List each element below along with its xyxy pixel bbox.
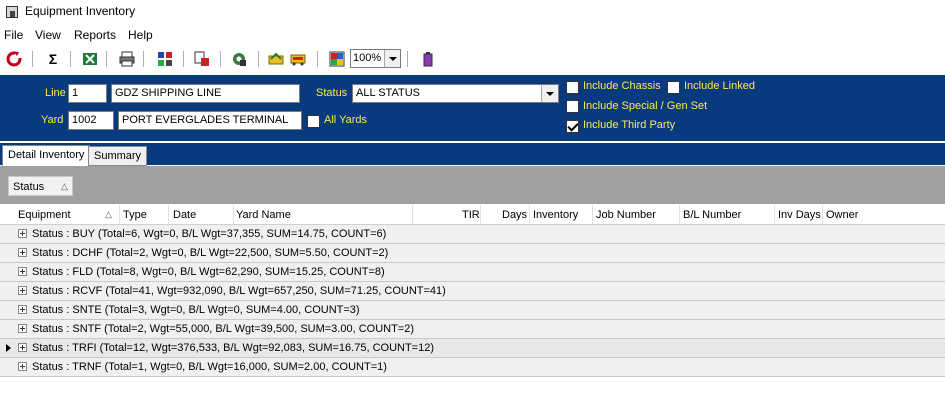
zoom-select[interactable]: 100% (350, 49, 401, 68)
status-select-value: ALL STATUS (356, 87, 420, 99)
column-job-number[interactable]: Job Number (596, 209, 656, 221)
group-row-label: Status : TRNF (Total=1, Wgt=0, B/L Wgt=1… (32, 361, 387, 373)
all-yards-label: All Yards (324, 114, 368, 126)
menu-reports[interactable]: Reports (74, 28, 117, 42)
column-inventory[interactable]: Inventory (533, 209, 579, 221)
expand-icon[interactable] (18, 267, 27, 276)
group-row-label: Status : DCHF (Total=2, Wgt=0, B/L Wgt=2… (32, 247, 389, 259)
yard-label: Yard (41, 114, 64, 126)
menu-bar: File View Reports Help (0, 26, 945, 44)
group-by-label: Status (13, 181, 45, 193)
include-third-party-label: Include Third Party (583, 119, 676, 131)
column-equipment[interactable]: Equipment (18, 209, 71, 221)
chevron-down-icon[interactable] (541, 85, 558, 102)
app-icon (6, 6, 18, 18)
include-chassis-label: Include Chassis (583, 80, 661, 92)
group-row[interactable]: Status : SNTE (Total=3, Wgt=0, B/L Wgt=0… (0, 301, 945, 320)
include-chassis-checkbox[interactable] (566, 81, 579, 94)
include-special-label: Include Special / Gen Set (583, 100, 708, 112)
settings-icon[interactable] (229, 49, 249, 69)
menu-help[interactable]: Help (128, 28, 153, 42)
sort-ascending-icon: △ (105, 209, 112, 219)
group-row-label: Status : SNTF (Total=2, Wgt=55,000, B/L … (32, 323, 415, 335)
column-days[interactable]: Days (502, 209, 528, 221)
group-row-label: Status : FLD (Total=8, Wgt=0, B/L Wgt=62… (32, 266, 385, 278)
group-by-panel: Status △ (0, 166, 945, 204)
sum-icon[interactable]: Σ (48, 51, 58, 67)
column-date[interactable]: Date (173, 209, 197, 221)
include-special-checkbox[interactable] (566, 100, 579, 113)
grid-empty-area (0, 377, 945, 415)
color-grid-icon[interactable] (327, 49, 347, 69)
expand-icon[interactable] (18, 229, 27, 238)
yard-code-input[interactable]: 1002 (68, 111, 114, 130)
column-yard-name[interactable]: Yard Name (236, 209, 291, 221)
tab-detail-inventory[interactable]: Detail Inventory (2, 145, 91, 166)
print-icon[interactable] (117, 49, 137, 69)
tab-summary[interactable]: Summary (88, 146, 148, 166)
group-row-label: Status : BUY (Total=6, Wgt=0, B/L Wgt=37… (32, 228, 387, 240)
include-third-party-checkbox[interactable] (566, 120, 579, 133)
sort-ascending-icon: △ (61, 181, 68, 191)
status-label: Status (316, 87, 348, 99)
menu-view[interactable]: View (35, 28, 61, 42)
grid-layout-icon[interactable] (155, 49, 175, 69)
group-row[interactable]: Status : RCVF (Total=41, Wgt=932,090, B/… (0, 282, 945, 301)
yard-name-field[interactable]: PORT EVERGLADES TERMINAL (118, 111, 302, 130)
expand-icon[interactable] (18, 248, 27, 257)
filter-panel: Line 1 GDZ SHIPPING LINE Yard 1002 PORT … (0, 75, 945, 141)
column-inv-days[interactable]: Inv Days (778, 209, 821, 221)
include-linked-checkbox[interactable] (667, 81, 680, 94)
tab-bar: Detail Inventory Summary (0, 143, 945, 166)
group-row[interactable]: Status : BUY (Total=6, Wgt=0, B/L Wgt=37… (0, 225, 945, 244)
line-name-field[interactable]: GDZ SHIPPING LINE (111, 84, 300, 103)
chevron-down-icon[interactable] (384, 50, 400, 67)
all-yards-checkbox[interactable] (307, 115, 320, 128)
group-by-status-button[interactable]: Status △ (8, 176, 73, 196)
group-row[interactable]: Status : SNTF (Total=2, Wgt=55,000, B/L … (0, 320, 945, 339)
group-row[interactable]: Status : DCHF (Total=2, Wgt=0, B/L Wgt=2… (0, 244, 945, 263)
menu-file[interactable]: File (4, 28, 24, 42)
column-tir[interactable]: TIR (462, 209, 480, 221)
include-linked-label: Include Linked (684, 80, 755, 92)
window-title: Equipment Inventory (25, 4, 136, 18)
line-label: Line (45, 87, 66, 99)
excel-icon[interactable] (80, 49, 100, 69)
group-row-label: Status : TRFI (Total=12, Wgt=376,533, B/… (32, 342, 435, 354)
bus-icon[interactable] (288, 49, 308, 69)
column-bl-number[interactable]: B/L Number (683, 209, 742, 221)
column-owner[interactable]: Owner (826, 209, 859, 221)
group-row-label: Status : SNTE (Total=3, Wgt=0, B/L Wgt=0… (32, 304, 360, 316)
toolbar: Σ 100% (0, 45, 945, 73)
title-bar: Equipment Inventory (0, 0, 945, 24)
group-row-label: Status : RCVF (Total=41, Wgt=932,090, B/… (32, 285, 446, 297)
print-preview-icon[interactable] (192, 49, 212, 69)
trash-icon[interactable] (418, 49, 438, 69)
grid-header: Equipment △ Type Date Yard Name TIR Days… (0, 205, 945, 225)
export-icon[interactable] (266, 49, 286, 69)
group-row[interactable]: Status : TRNF (Total=1, Wgt=0, B/L Wgt=1… (0, 358, 945, 377)
refresh-icon[interactable] (4, 49, 24, 69)
expand-icon[interactable] (18, 343, 27, 352)
expand-icon[interactable] (18, 362, 27, 371)
zoom-value: 100% (353, 52, 382, 64)
expand-icon[interactable] (18, 305, 27, 314)
status-select[interactable]: ALL STATUS (352, 84, 559, 103)
group-row[interactable]: Status : FLD (Total=8, Wgt=0, B/L Wgt=62… (0, 263, 945, 282)
group-row[interactable]: Status : TRFI (Total=12, Wgt=376,533, B/… (0, 339, 945, 358)
expand-icon[interactable] (18, 324, 27, 333)
current-row-indicator-icon (6, 344, 11, 352)
line-code-input[interactable]: 1 (68, 84, 107, 103)
column-type[interactable]: Type (123, 209, 147, 221)
expand-icon[interactable] (18, 286, 27, 295)
